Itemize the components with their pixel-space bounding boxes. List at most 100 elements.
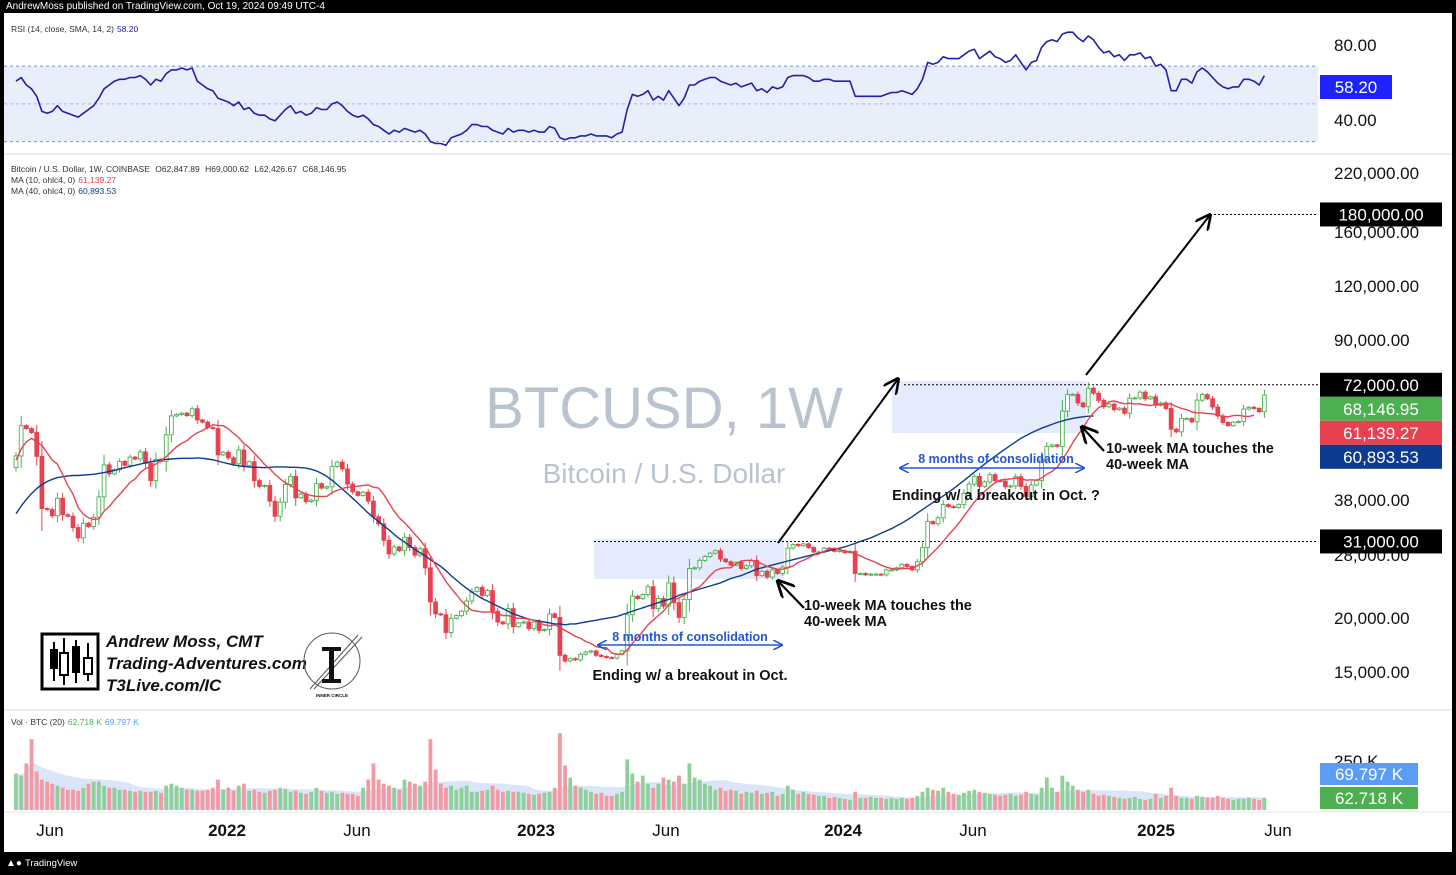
ma40-legend-label: MA (40, ohlc4, 0): [11, 186, 76, 196]
rsi-panel[interactable]: 80.00 40.00 58.20: [4, 31, 1392, 147]
volume-bar: [962, 792, 966, 810]
price-axis-label: 20,000.00: [1334, 609, 1410, 628]
candle: [681, 593, 687, 625]
time-label-jun-2022: Jun: [343, 821, 370, 840]
ma10-legend[interactable]: MA (10, ohlc4, 0) 61,139.27: [11, 175, 119, 185]
volume-bar: [40, 779, 44, 810]
candle: [785, 541, 791, 575]
time-label-2022: 2022: [208, 821, 246, 840]
volume-bar: [102, 785, 106, 810]
volume-bar: [677, 775, 681, 810]
volume-bar: [516, 791, 521, 810]
candle: [671, 576, 677, 611]
volume-bar: [583, 789, 588, 810]
rsi-value-tag: [1320, 75, 1392, 99]
volume-bar: [1076, 789, 1080, 810]
volume-bar: [1236, 798, 1241, 810]
time-axis[interactable]: Jun 2022 Jun 2023 Jun 2024 Jun 2025 Jun: [36, 821, 1291, 840]
volume-bar: [1029, 793, 1034, 810]
candle: [744, 564, 749, 570]
candle: [795, 543, 801, 548]
volume-bar: [1174, 795, 1179, 810]
price-panel[interactable]: BTCUSD, 1W Bitcoin / U.S. Dollar 220,000…: [13, 164, 1442, 698]
volume-bar: [96, 781, 101, 810]
ma40-legend[interactable]: MA (40, ohlc4, 0) 60,893.53: [11, 186, 119, 196]
volume-bar: [490, 785, 495, 810]
candle: [852, 544, 858, 582]
volume-bar: [692, 777, 697, 810]
candle: [1049, 443, 1055, 448]
candle: [350, 481, 356, 495]
candle: [930, 520, 936, 526]
volume-bar: [345, 793, 350, 810]
volume-bar: [449, 785, 454, 810]
candle: [542, 628, 547, 632]
candle: [200, 418, 205, 424]
volume-bar: [418, 785, 422, 810]
candle: [246, 460, 252, 468]
volume-bar: [1024, 791, 1028, 810]
volume-bar: [153, 790, 158, 810]
watermark-symbol: BTCUSD, 1W: [485, 376, 843, 441]
candle: [308, 498, 314, 503]
candle: [687, 558, 692, 612]
time-label-jun-2021: Jun: [36, 821, 63, 840]
volume-bar: [682, 783, 687, 810]
candle: [65, 513, 71, 518]
consolidation-label-1: 8 months of consolidation: [612, 630, 768, 644]
volume-bar: [1164, 795, 1168, 810]
volume-bar: [708, 785, 713, 810]
volume-bar: [76, 790, 81, 810]
volume-bar: [1226, 798, 1231, 810]
price-legend[interactable]: Bitcoin / U.S. Dollar, 1W, COINBASE O62,…: [11, 164, 349, 174]
chart-canvas[interactable]: RSI (14, close, SMA, 14, 2) 58.20 Bitcoin…: [4, 13, 1452, 852]
candle: [1137, 390, 1143, 400]
candle: [112, 468, 117, 476]
volume-bar: [879, 797, 883, 810]
candle: [956, 503, 962, 509]
candle: [220, 450, 226, 457]
candle: [645, 584, 651, 598]
volume-bar: [1143, 799, 1148, 810]
volume-bar: [1081, 791, 1085, 810]
volume-bar: [112, 787, 117, 810]
volume-bar: [687, 763, 692, 810]
volume-bar: [366, 779, 371, 810]
volume-bar: [257, 791, 262, 810]
candle: [1080, 401, 1086, 409]
volume-bar: [86, 783, 91, 810]
volume-bar: [563, 765, 567, 810]
volume-bar: [288, 791, 293, 810]
volume-bar: [1122, 798, 1127, 810]
volume-legend[interactable]: Vol · BTC (20) 62.718 K 69.797 K: [11, 717, 142, 727]
tradingview-footer[interactable]: ▲● TradingView: [0, 852, 1456, 875]
candle: [1054, 443, 1060, 448]
candle: [495, 607, 501, 626]
candle: [117, 458, 122, 473]
volume-bar: [1210, 797, 1215, 810]
volume-bar: [1189, 798, 1194, 810]
price-tag-180000: [1320, 202, 1442, 227]
candle: [692, 566, 697, 570]
volume-bar: [666, 779, 671, 810]
volume-legend-v2: 69.797 K: [104, 717, 139, 727]
candle: [448, 613, 454, 638]
volume-bar: [423, 781, 428, 810]
volume-bar: [309, 791, 314, 810]
volume-panel[interactable]: 250 K 69.797 K 62.718 K: [14, 733, 1418, 810]
candle: [1096, 390, 1101, 403]
volume-bar: [552, 787, 557, 810]
volume-bar: [1231, 799, 1236, 810]
candle: [262, 484, 267, 488]
candle: [80, 518, 86, 544]
price-tag-ma40-text: 60,893.53: [1343, 448, 1419, 467]
price-tag-ma10-text: 61,139.27: [1343, 424, 1419, 443]
volume-bar: [1132, 796, 1137, 810]
volume-bar: [749, 792, 754, 810]
volume-bar: [185, 789, 189, 810]
candle: [438, 612, 444, 617]
ma-touch-arrow-1: [778, 581, 805, 609]
time-label-jun-2023: Jun: [652, 821, 679, 840]
candle: [1215, 403, 1221, 420]
rsi-legend[interactable]: RSI (14, close, SMA, 14, 2) 58.20: [11, 24, 141, 34]
